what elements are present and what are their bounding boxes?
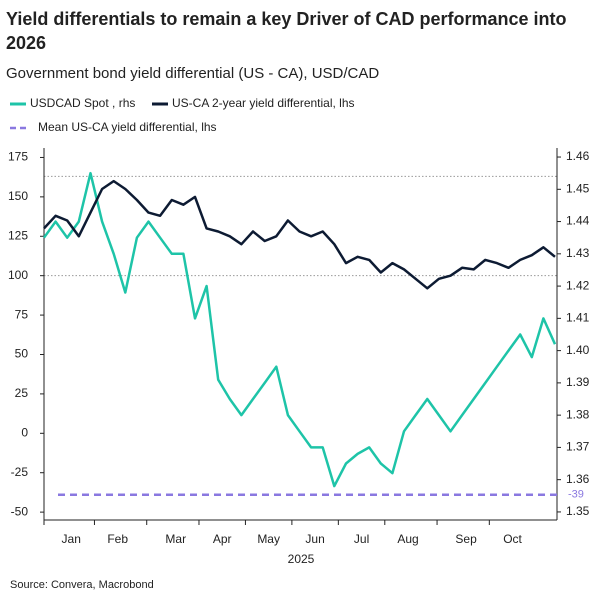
y-tick-label: 0: [21, 425, 28, 439]
y-tick-label: 100: [8, 268, 28, 282]
source: Source: Convera, Macrobond: [10, 579, 154, 591]
x-tick-label: Jul: [354, 532, 369, 546]
mean-label: -39: [568, 489, 584, 501]
y2-tick-label: 1.39: [566, 375, 590, 389]
y-tick-label: 50: [15, 347, 29, 361]
y-tick-label: 150: [8, 189, 28, 203]
y2-tick-label: 1.38: [566, 407, 590, 421]
title-line: Yield differentials to remain a key Driv…: [6, 9, 566, 29]
y-tick-label: 125: [8, 228, 28, 242]
legend-label: US-CA 2-year yield differential, lhs: [172, 96, 355, 110]
x-tick-label: May: [257, 532, 280, 546]
legend-label: Mean US-CA yield differential, lhs: [38, 120, 217, 134]
series-line: [42, 171, 557, 488]
y2-tick-label: 1.35: [566, 504, 590, 518]
title-line: 2026: [6, 33, 46, 53]
y-tick-label: 175: [8, 150, 28, 164]
y2-tick-label: 1.42: [566, 278, 590, 292]
y-tick-label: -50: [11, 504, 29, 518]
chart-title: Yield differentials to remain a key Driv…: [6, 9, 566, 53]
chart-subtitle: Government bond yield differential (US -…: [6, 65, 379, 82]
x-tick-label: Sep: [455, 532, 477, 546]
x-tick-label: Jun: [305, 532, 324, 546]
legend-label: USDCAD Spot , rhs: [30, 96, 135, 110]
y-tick-label: 25: [15, 386, 29, 400]
y2-tick-label: 1.36: [566, 472, 590, 486]
y2-tick-label: 1.37: [566, 440, 590, 454]
series-line: [43, 179, 556, 290]
y2-tick-label: 1.40: [566, 343, 590, 357]
x-tick-label: Apr: [213, 532, 232, 546]
y2-tick-label: 1.46: [566, 149, 590, 163]
y2-tick-label: 1.41: [566, 311, 590, 325]
x-tick-label: Aug: [397, 532, 418, 546]
y2-tick-label: 1.45: [566, 181, 590, 195]
x-axis-label: 2025: [288, 552, 315, 566]
y-tick-label: 75: [15, 307, 29, 321]
x-tick-label: Mar: [165, 532, 186, 546]
x-tick-label: Jan: [62, 532, 81, 546]
y2-tick-label: 1.44: [566, 214, 590, 228]
y2-tick-label: 1.43: [566, 246, 590, 260]
x-tick-label: Oct: [503, 532, 522, 546]
x-tick-label: Feb: [107, 532, 128, 546]
y-tick-label: -25: [11, 465, 29, 479]
